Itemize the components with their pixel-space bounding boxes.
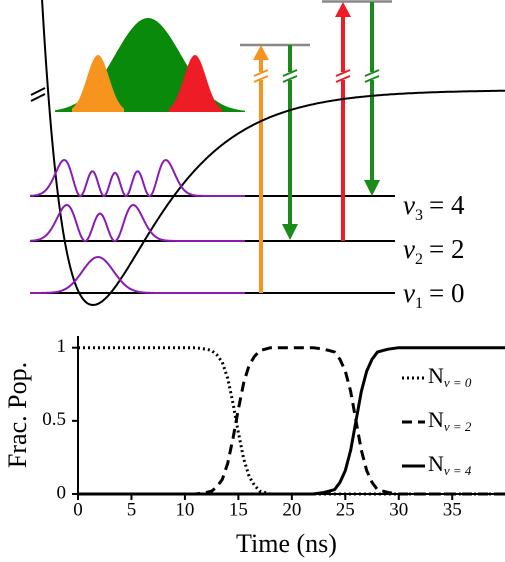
potential-curve — [41, 0, 505, 307]
legend-name: N — [428, 407, 444, 432]
break-gap — [334, 72, 352, 80]
x-tick-label: 35 — [443, 499, 462, 520]
legend-subscript: v = 2 — [444, 419, 472, 434]
break-gap — [252, 72, 270, 80]
x-tick-label: 30 — [389, 499, 408, 520]
break-gap — [33, 90, 45, 98]
break-mark — [282, 69, 298, 83]
y-tick-label: 0 — [57, 482, 67, 503]
x-tick-label: 5 — [127, 499, 137, 520]
break-gap — [363, 72, 381, 80]
wavefunction — [30, 203, 245, 243]
arrow-head — [253, 45, 269, 60]
wavepacket — [72, 55, 124, 112]
x-tick-label: 0 — [73, 499, 83, 520]
wavepacket — [169, 55, 222, 112]
level-var: v — [403, 234, 415, 264]
wavefunction — [30, 255, 245, 294]
legend-label: Nv = 4 — [428, 451, 472, 478]
level-var: v — [403, 190, 415, 220]
level-var: v — [403, 278, 415, 308]
data-line — [78, 346, 505, 496]
arrow-head — [335, 2, 351, 17]
energy-diagram: v3 = 4v2 = 2v1 = 0 — [30, 0, 505, 312]
break-mark — [30, 87, 46, 102]
legend-subscript: v = 0 — [444, 375, 472, 390]
level-sub: 1 — [415, 295, 423, 312]
break-mark — [335, 69, 351, 83]
level-value: = 2 — [429, 234, 464, 264]
arrow-head — [364, 180, 380, 196]
break-mark — [364, 69, 380, 83]
y-tick-label: 1 — [57, 336, 67, 357]
legend-label: Nv = 0 — [428, 363, 472, 390]
x-tick-label: 25 — [336, 499, 355, 520]
break-mark — [253, 69, 269, 83]
x-axis-label: Time (ns) — [236, 529, 337, 558]
legend-name: N — [428, 451, 444, 476]
arrow-head — [282, 224, 298, 240]
y-tick-label: 0.5 — [42, 409, 66, 430]
y-axis-label: Frac. Pop. — [3, 362, 32, 468]
level-label: v3 = 4 — [403, 190, 465, 223]
break-gap — [281, 72, 299, 80]
legend-subscript: v = 4 — [444, 463, 472, 478]
level-label: v1 = 0 — [403, 278, 464, 311]
level-label: v2 = 2 — [403, 234, 464, 267]
x-tick-label: 20 — [282, 499, 301, 520]
x-tick-label: 15 — [229, 499, 248, 520]
legend-label: Nv = 2 — [428, 407, 472, 434]
level-sub: 3 — [415, 207, 423, 224]
x-tick-label: 10 — [175, 499, 194, 520]
wavefunction — [30, 158, 245, 198]
level-value: = 4 — [429, 190, 465, 220]
level-sub: 2 — [415, 251, 423, 268]
legend-name: N — [428, 363, 444, 388]
level-value: = 0 — [429, 278, 464, 308]
